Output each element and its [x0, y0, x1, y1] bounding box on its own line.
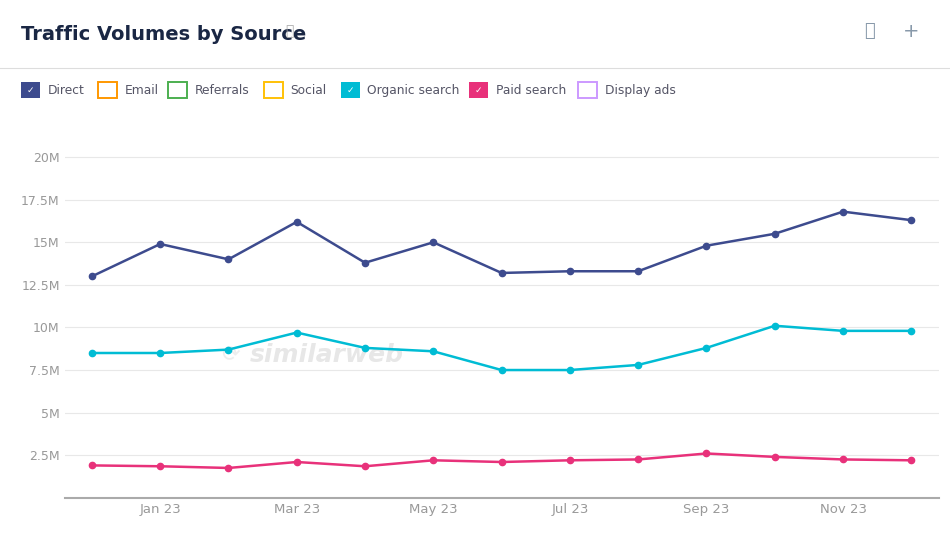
Text: Email: Email [124, 84, 159, 97]
Text: Referrals: Referrals [195, 84, 249, 97]
Text: similarweb: similarweb [250, 344, 404, 368]
Text: +: + [902, 22, 919, 41]
Text: Organic search: Organic search [368, 84, 460, 97]
Text: Display ads: Display ads [605, 84, 675, 97]
Text: Traffic Volumes by Source: Traffic Volumes by Source [21, 25, 306, 44]
Text: ⓘ: ⓘ [285, 25, 294, 39]
Text: ✓: ✓ [475, 86, 483, 95]
Text: Social: Social [291, 84, 327, 97]
Text: Paid search: Paid search [496, 84, 566, 97]
Text: ⟳: ⟳ [221, 345, 240, 365]
Text: ✓: ✓ [27, 86, 34, 95]
Text: ⤓: ⤓ [864, 22, 875, 40]
Text: ✓: ✓ [347, 86, 354, 95]
Text: Direct: Direct [48, 84, 85, 97]
